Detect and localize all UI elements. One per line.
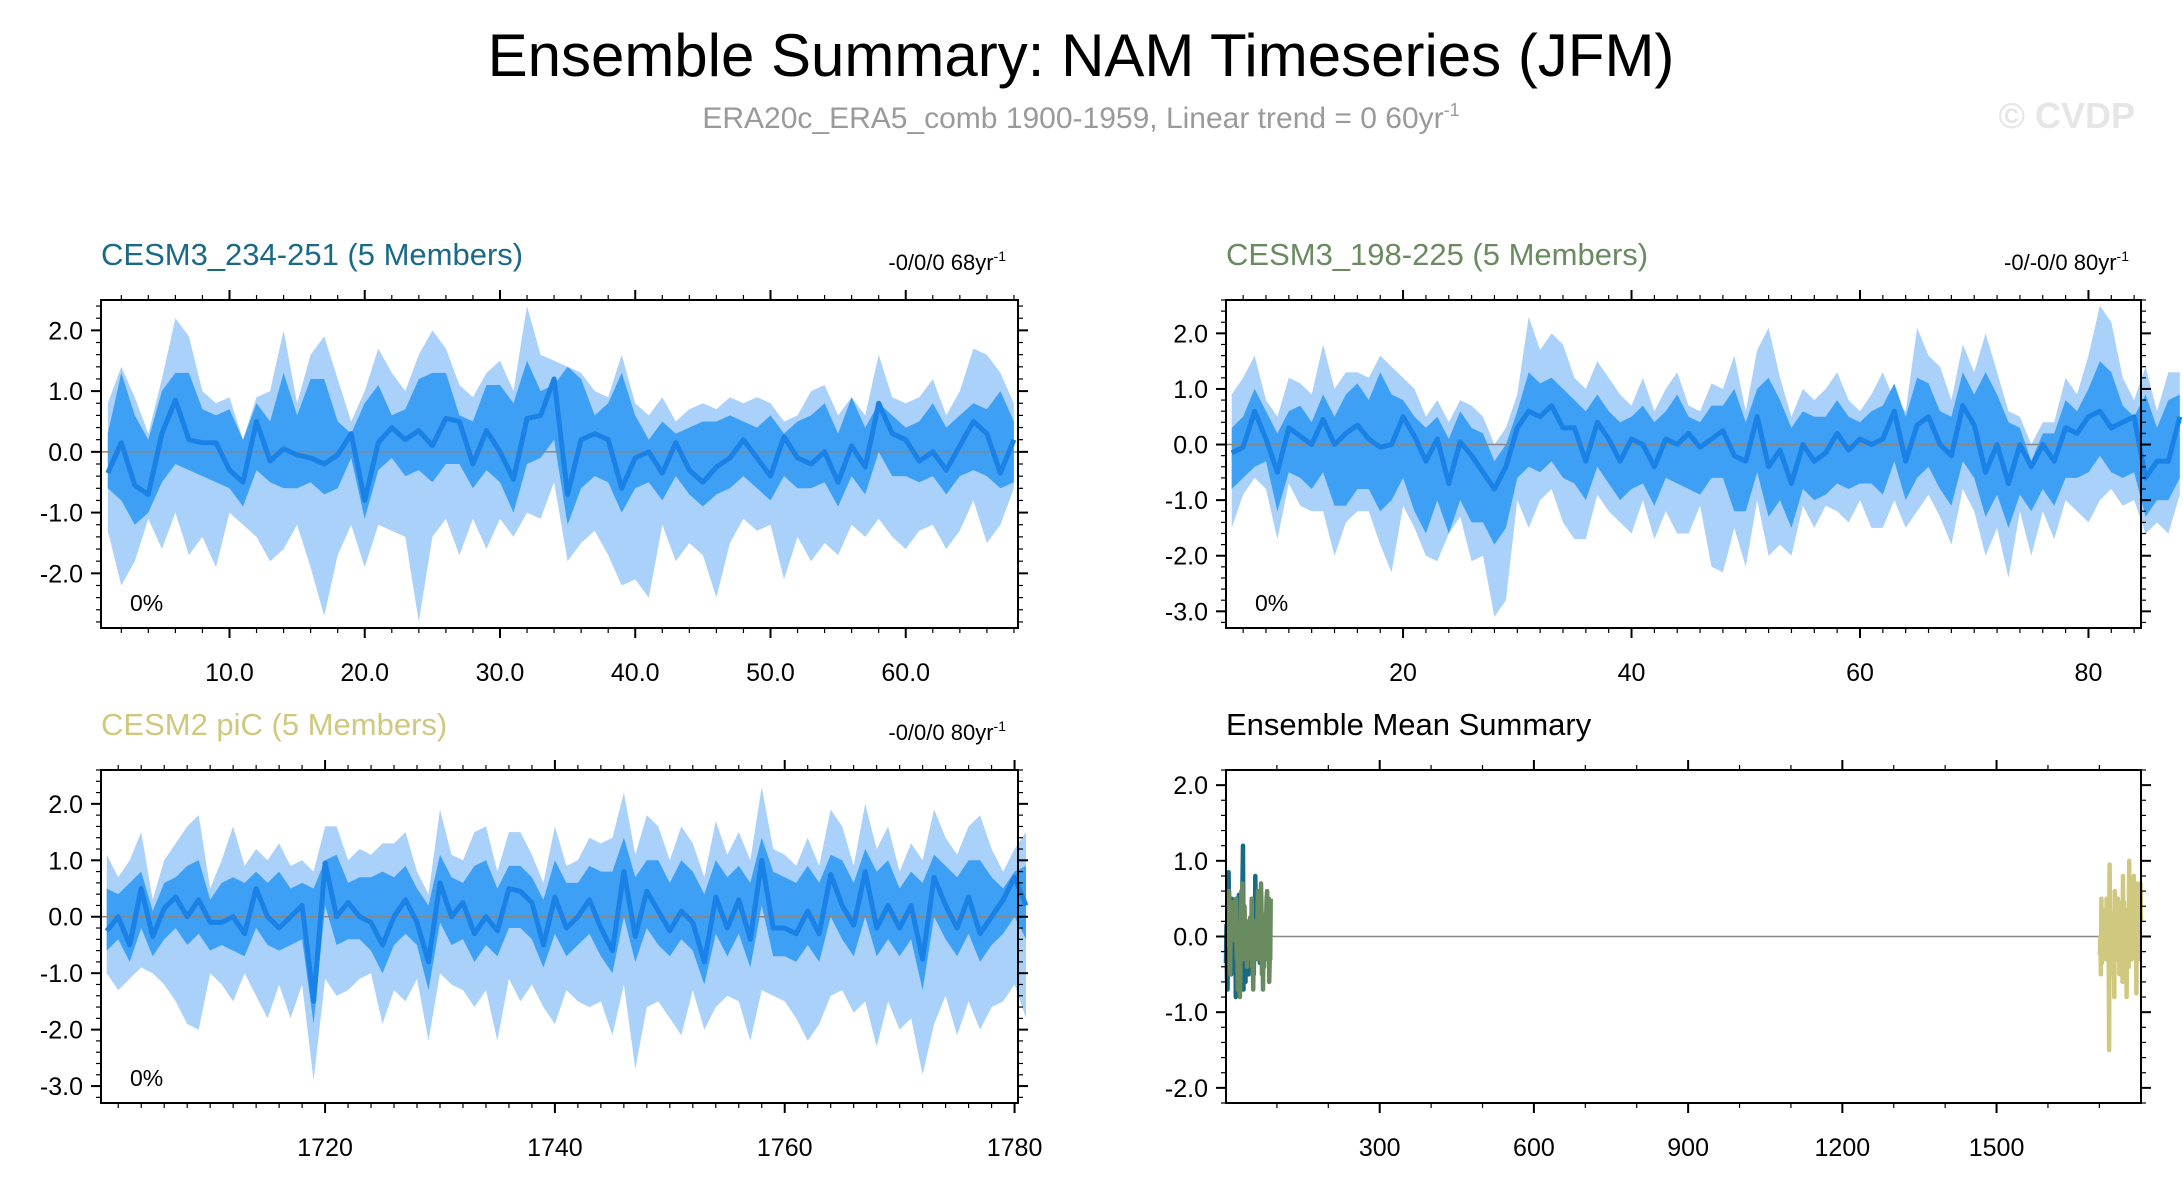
trend-label: -0/-0/0 80yr-1	[2004, 248, 2129, 275]
panel-title: CESM3_234-251 (5 Members)	[101, 237, 523, 272]
y-tick-label: 2.0	[1173, 320, 1208, 348]
y-tick-label: -3.0	[1165, 598, 1208, 626]
summary-series-line	[2097, 858, 2144, 1053]
x-tick-label: 60.0	[881, 659, 930, 687]
panel-title: CESM2 piC (5 Members)	[101, 707, 447, 742]
y-tick-label: -2.0	[1165, 543, 1208, 571]
x-tick-label: 1500	[1969, 1134, 2025, 1162]
band-interquartile	[106, 837, 1026, 1024]
percent-label: 0%	[130, 590, 163, 616]
y-tick-label: 1.0	[48, 847, 83, 875]
y-tick-label: 1.0	[48, 378, 83, 406]
x-tick-label: 40	[1618, 659, 1646, 687]
panel-cesm3-198-225: CESM3_198-225 (5 Members) -0/-0/0 80yr-1 0…	[1165, 237, 2183, 687]
cvdp-watermark: © CVDP	[1998, 95, 2135, 136]
x-tick-label: 30.0	[476, 659, 525, 687]
y-tick-label: 2.0	[1173, 772, 1208, 800]
plot-frame	[100, 769, 1019, 1104]
y-tick-label: -1.0	[1165, 487, 1208, 515]
y-tick-label: -2.0	[1165, 1075, 1208, 1103]
y-tick-label: -1.0	[1165, 999, 1208, 1027]
y-tick-label: -1.0	[40, 500, 83, 528]
y-tick-label: 0.0	[48, 439, 83, 467]
ensemble-mean-line	[104, 857, 1029, 1004]
panel-title: CESM3_198-225 (5 Members)	[1226, 237, 1648, 272]
y-tick-label: -3.0	[40, 1073, 83, 1101]
trend-label: -0/0/0 80yr-1	[888, 718, 1006, 745]
x-tick-label: 50.0	[746, 659, 795, 687]
x-tick-label: 1740	[527, 1134, 583, 1162]
y-tick-label: 2.0	[48, 791, 83, 819]
panel-title: Ensemble Mean Summary	[1226, 707, 1592, 742]
x-tick-label: 20.0	[340, 659, 389, 687]
y-tick-label: 2.0	[48, 317, 83, 345]
summary-series-line	[1225, 881, 1273, 1000]
y-tick-label: 0.0	[48, 904, 83, 932]
trend-value: -0/-0/0 80yr	[2004, 250, 2117, 275]
band-interquartile	[1231, 361, 2180, 545]
trend-sup: -1	[2117, 248, 2130, 264]
y-tick-label: -2.0	[40, 560, 83, 588]
x-tick-label: 1720	[297, 1134, 353, 1162]
x-tick-label: 300	[1359, 1134, 1401, 1162]
subtitle-sup: -1	[1444, 100, 1460, 120]
x-tick-label: 600	[1513, 1134, 1555, 1162]
x-tick-label: 20	[1389, 659, 1417, 687]
panel-cesm3-234-251: CESM3_234-251 (5 Members) -0/0/0 68yr-1 0%…	[40, 237, 1028, 687]
x-tick-label: 1200	[1815, 1134, 1871, 1162]
y-tick-label: 0.0	[1173, 432, 1208, 460]
x-tick-label: 60	[1846, 659, 1874, 687]
trend-sup: -1	[994, 718, 1007, 734]
x-tick-label: 80	[2075, 659, 2103, 687]
percent-label: 0%	[130, 1065, 163, 1091]
y-tick-label: -2.0	[40, 1017, 83, 1045]
ensemble-mean-line	[105, 376, 1017, 503]
ensemble-mean-line	[1230, 403, 2183, 492]
panel-cesm2-pic: CESM2 piC (5 Members) -0/0/0 80yr-1 0% -3.0…	[40, 707, 1042, 1162]
trend-sup: -1	[994, 248, 1007, 264]
trend-value: -0/0/0 80yr	[888, 720, 993, 745]
y-tick-label: 0.0	[1173, 924, 1208, 952]
subtitle: ERA20c_ERA5_comb 1900-1959, Linear trend…	[702, 100, 1459, 135]
plot-frame	[1225, 299, 2142, 629]
y-tick-label: 1.0	[1173, 848, 1208, 876]
subtitle-main: ERA20c_ERA5_comb 1900-1959, Linear trend…	[702, 102, 1443, 135]
x-tick-label: 10.0	[205, 659, 254, 687]
x-tick-label: 1760	[757, 1134, 813, 1162]
main-title: Ensemble Summary: NAM Timeseries (JFM)	[488, 22, 1675, 89]
y-tick-label: -1.0	[40, 960, 83, 988]
percent-label: 0%	[1255, 590, 1288, 616]
panel-ensemble-mean-summary: Ensemble Mean Summary -2.0 -1.0 0.0 1.0 2.0 30…	[1165, 707, 2151, 1162]
x-tick-label: 40.0	[611, 659, 660, 687]
y-tick-label: 1.0	[1173, 376, 1208, 404]
x-tick-label: 900	[1667, 1134, 1709, 1162]
x-tick-label: 1780	[987, 1134, 1043, 1162]
trend-label: -0/0/0 68yr-1	[888, 248, 1006, 275]
trend-value: -0/0/0 68yr	[888, 250, 993, 275]
